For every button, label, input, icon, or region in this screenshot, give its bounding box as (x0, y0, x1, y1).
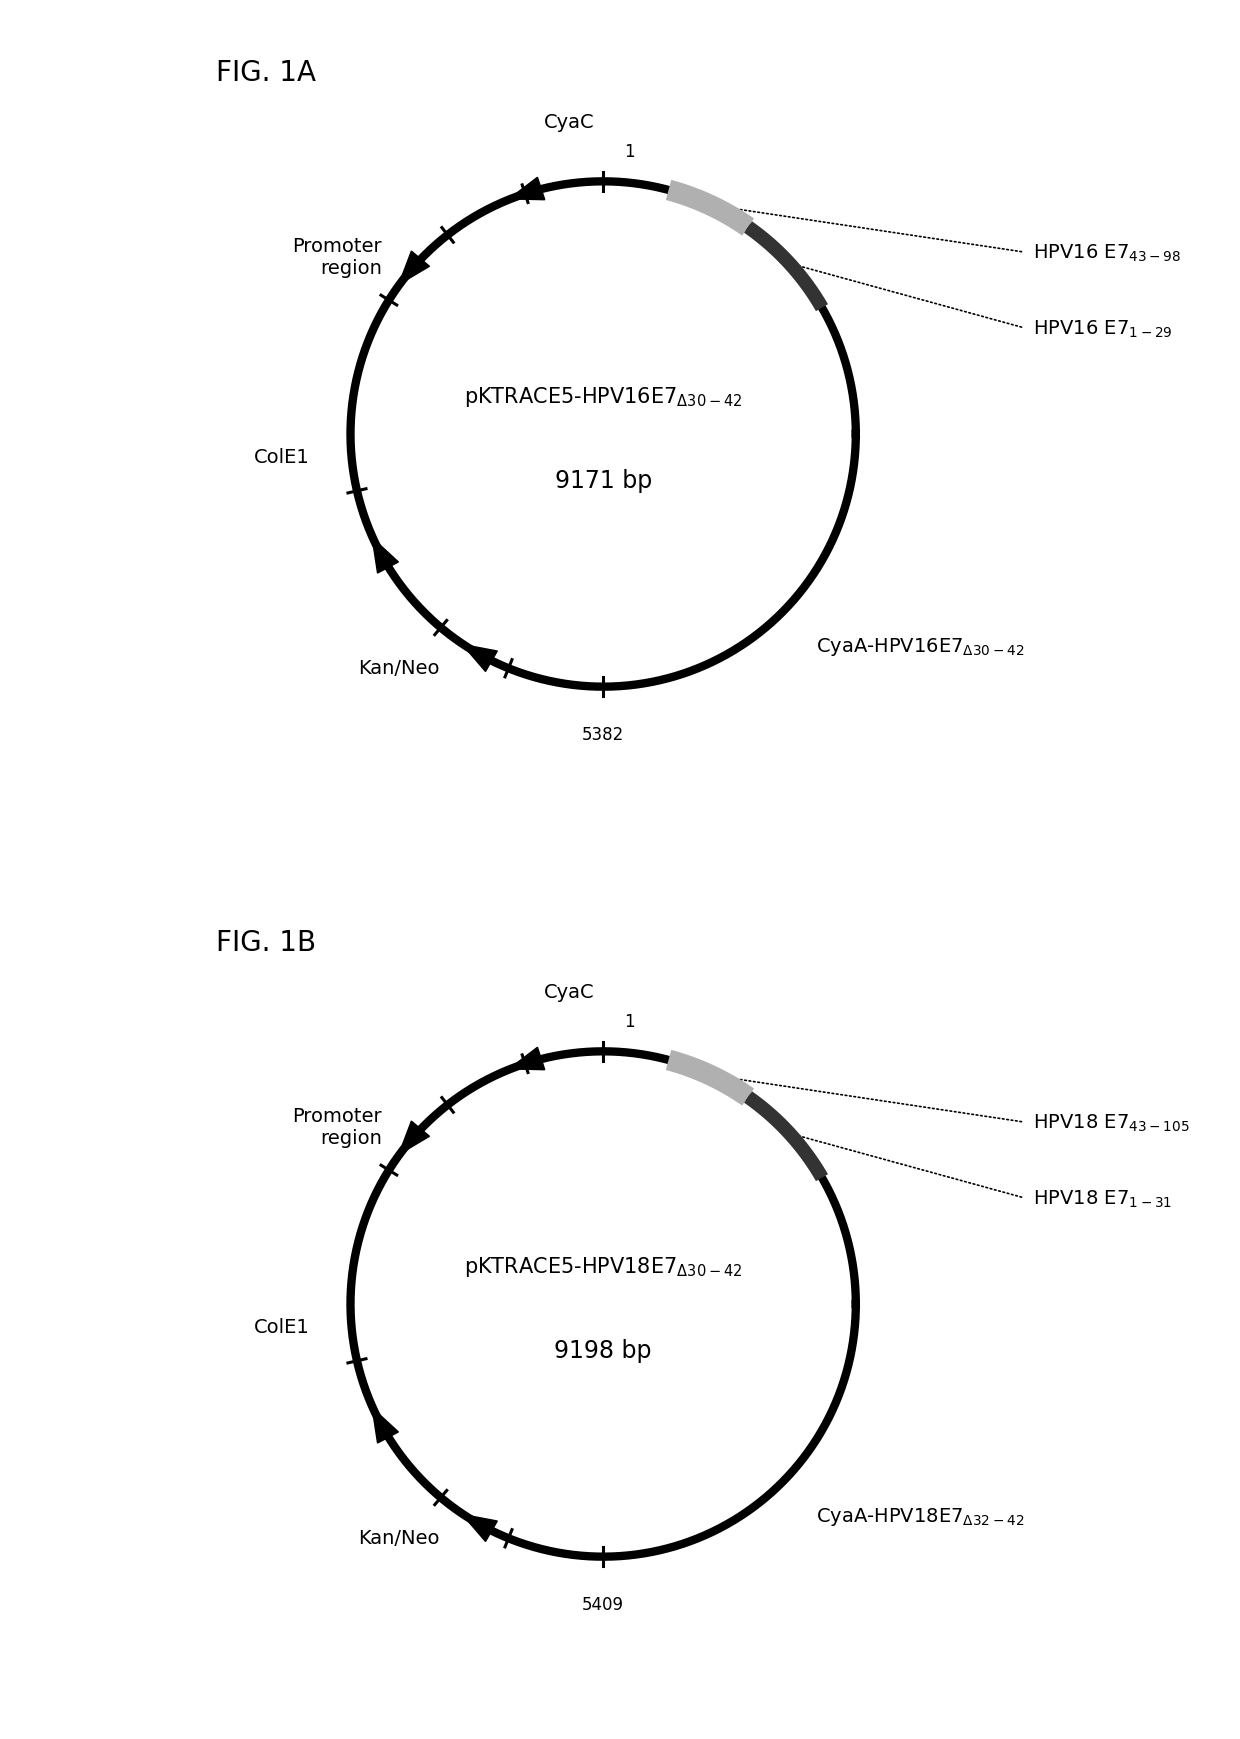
Text: FIG. 1B: FIG. 1B (216, 929, 316, 956)
Text: HPV18 E7$_{\mathregular{1-31}}$: HPV18 E7$_{\mathregular{1-31}}$ (1033, 1188, 1172, 1209)
Text: FIG. 1A: FIG. 1A (216, 59, 316, 87)
Text: CyaA-HPV16E7$_{\mathregular{\Delta30-42}}$: CyaA-HPV16E7$_{\mathregular{\Delta30-42}… (816, 636, 1024, 657)
Text: 9171 bp: 9171 bp (554, 470, 652, 494)
Text: Kan/Neo: Kan/Neo (358, 1529, 439, 1548)
Polygon shape (399, 252, 429, 285)
Text: pKTRACE5-HPV16E7$_{\mathregular{\Delta30-42}}$: pKTRACE5-HPV16E7$_{\mathregular{\Delta30… (464, 384, 743, 409)
Text: 1: 1 (624, 143, 635, 162)
Text: HPV16 E7$_{\mathregular{43-98}}$: HPV16 E7$_{\mathregular{43-98}}$ (1033, 242, 1180, 264)
Text: 5382: 5382 (582, 725, 624, 743)
Polygon shape (463, 1515, 497, 1541)
Text: CyaC: CyaC (544, 113, 595, 132)
Text: 5409: 5409 (582, 1595, 624, 1612)
Text: CyaA-HPV18E7$_{\mathregular{\Delta32-42}}$: CyaA-HPV18E7$_{\mathregular{\Delta32-42}… (816, 1506, 1024, 1527)
Text: Promoter
region: Promoter region (293, 1106, 382, 1148)
Polygon shape (510, 1047, 544, 1069)
Polygon shape (510, 177, 544, 200)
Text: ColE1: ColE1 (254, 447, 309, 466)
Polygon shape (463, 645, 497, 671)
Text: HPV16 E7$_{\mathregular{1-29}}$: HPV16 E7$_{\mathregular{1-29}}$ (1033, 318, 1172, 339)
Polygon shape (372, 1409, 398, 1443)
Text: Kan/Neo: Kan/Neo (358, 659, 439, 678)
Polygon shape (372, 539, 398, 574)
Text: HPV18 E7$_{\mathregular{43-105}}$: HPV18 E7$_{\mathregular{43-105}}$ (1033, 1111, 1189, 1134)
Text: CyaC: CyaC (544, 983, 595, 1002)
Polygon shape (399, 1122, 429, 1155)
Text: 9198 bp: 9198 bp (554, 1339, 652, 1363)
Text: Promoter
region: Promoter region (293, 237, 382, 278)
Text: ColE1: ColE1 (254, 1316, 309, 1336)
Text: 1: 1 (624, 1012, 635, 1031)
Text: pKTRACE5-HPV18E7$_{\mathregular{\Delta30-42}}$: pKTRACE5-HPV18E7$_{\mathregular{\Delta30… (464, 1254, 743, 1278)
